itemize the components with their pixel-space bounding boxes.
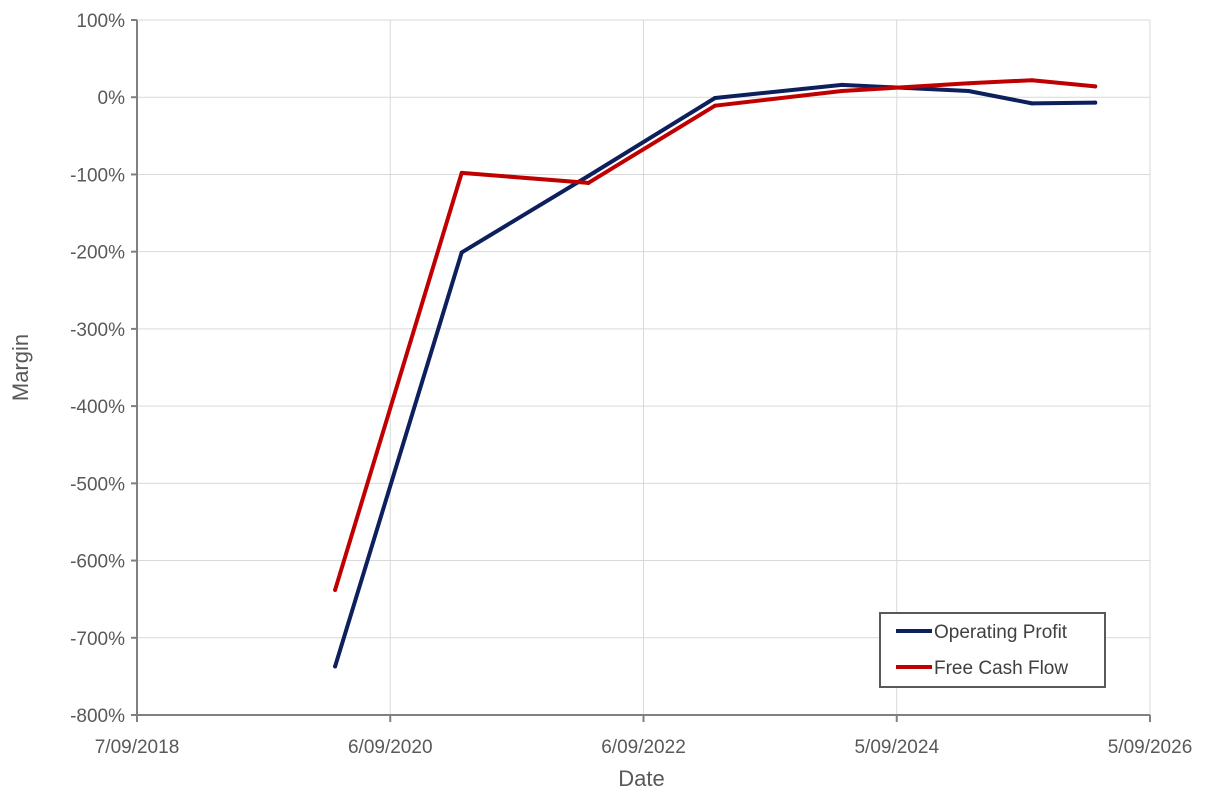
series-line-free-cash-flow (333, 78, 1098, 592)
data-point (333, 587, 338, 592)
data-point (712, 95, 717, 100)
gridlines (137, 19, 1151, 716)
legend: Operating Profit Free Cash Flow (879, 612, 1106, 688)
data-point (839, 82, 844, 87)
series-line-operating-profit (333, 82, 1098, 669)
data-point (586, 173, 591, 178)
data-point (1093, 100, 1098, 105)
data-point (1030, 101, 1035, 106)
data-point (1030, 78, 1035, 83)
series-lines (333, 78, 1098, 669)
y-tick-label: 100% (76, 11, 125, 32)
legend-label: Free Cash Flow (934, 658, 1068, 679)
x-axis-title: Date (618, 766, 664, 791)
y-tick-label: 0% (98, 88, 126, 109)
data-point (586, 180, 591, 185)
x-tick-label: 7/09/2018 (95, 737, 180, 758)
data-point (839, 89, 844, 94)
legend-box (879, 612, 1106, 688)
x-tick-label: 5/09/2024 (854, 737, 939, 758)
y-axis-title: Margin (8, 334, 33, 401)
y-tick-label: -600% (70, 552, 125, 573)
y-tick-label: -700% (70, 629, 125, 650)
y-tick-label: -200% (70, 243, 125, 264)
x-tick-label: 6/09/2020 (348, 737, 433, 758)
data-point (966, 81, 971, 86)
data-point (966, 89, 971, 94)
data-point (712, 103, 717, 108)
data-point (459, 250, 464, 255)
data-point (333, 664, 338, 669)
y-tick-label: -500% (70, 474, 125, 495)
x-tick-label: 6/09/2022 (601, 737, 686, 758)
data-point (1093, 84, 1098, 89)
legend-label: Operating Profit (934, 622, 1068, 643)
x-tick-label: 5/09/2026 (1108, 737, 1193, 758)
y-tick-label: -800% (70, 706, 125, 727)
data-point (459, 170, 464, 175)
y-tick-label: -100% (70, 165, 125, 186)
axes: 100% 0% -100% -200% -300% -400% -500% -600% -700… (8, 11, 1192, 791)
y-tick-label: -300% (70, 320, 125, 341)
y-tick-label: -400% (70, 397, 125, 418)
